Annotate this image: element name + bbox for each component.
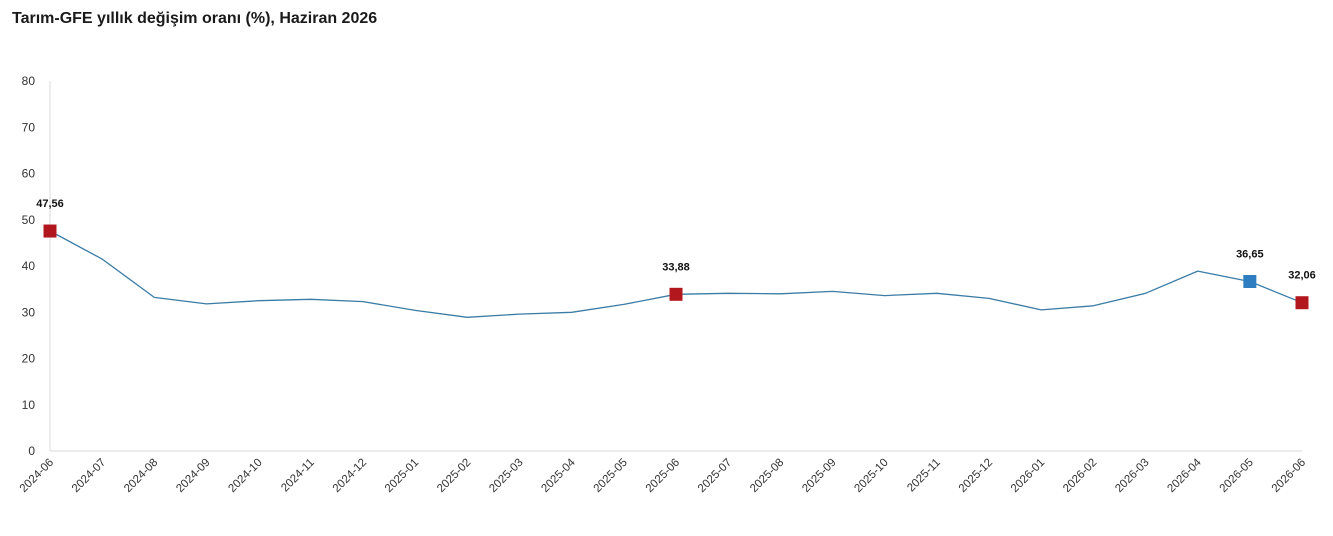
x-tick-label: 2025-02 bbox=[435, 457, 473, 495]
x-tick-label: 2025-07 bbox=[696, 457, 734, 495]
y-tick-label: 40 bbox=[22, 259, 36, 273]
data-label: 47,56 bbox=[36, 198, 64, 210]
data-label: 32,06 bbox=[1288, 270, 1316, 282]
highlight-marker bbox=[43, 224, 57, 238]
x-tick-label: 2025-06 bbox=[644, 457, 682, 495]
series-line bbox=[49, 230, 1303, 318]
series-layer bbox=[49, 230, 1303, 318]
x-tick-label: 2026-05 bbox=[1218, 457, 1256, 495]
highlight-marker bbox=[1243, 274, 1257, 288]
x-tick-label: 2025-08 bbox=[748, 457, 786, 495]
highlight-marker bbox=[1295, 296, 1309, 310]
x-tick-label: 2024-10 bbox=[226, 457, 264, 495]
x-tick-label: 2024-12 bbox=[331, 457, 369, 495]
x-tick-label: 2026-04 bbox=[1165, 456, 1204, 495]
axes bbox=[49, 81, 1302, 452]
x-tick-label: 2026-03 bbox=[1113, 457, 1151, 495]
y-tick-label: 60 bbox=[22, 167, 36, 181]
y-tick-label: 30 bbox=[22, 305, 36, 319]
x-tick-label: 2025-09 bbox=[800, 457, 838, 495]
x-tick-label: 2024-08 bbox=[122, 457, 160, 495]
y-tick-label: 80 bbox=[22, 74, 36, 88]
x-tick-label: 2024-07 bbox=[70, 457, 108, 495]
x-tick-label: 2025-05 bbox=[592, 457, 630, 495]
y-tick-label: 70 bbox=[22, 120, 36, 134]
y-tick-label: 0 bbox=[28, 444, 35, 458]
x-tick-label: 2026-02 bbox=[1061, 457, 1099, 495]
highlight-marker bbox=[669, 287, 683, 301]
x-tick-label: 2025-12 bbox=[957, 457, 995, 495]
x-tick-label: 2026-01 bbox=[1009, 457, 1047, 495]
tick-labels: 0 10 20 30 40 50 60 70 80 2024-06 2024-07 2024-08 20… bbox=[18, 74, 1308, 495]
x-tick-label: 2025-10 bbox=[852, 457, 890, 495]
x-tick-label: 2024-09 bbox=[174, 457, 212, 495]
y-tick-label: 50 bbox=[22, 213, 36, 227]
x-tick-label: 2025-03 bbox=[487, 457, 525, 495]
x-tick-label: 2024-06 bbox=[18, 457, 56, 495]
x-tick-label: 2026-06 bbox=[1270, 457, 1308, 495]
data-label: 33,88 bbox=[662, 261, 690, 273]
x-tick-label: 2025-11 bbox=[905, 457, 943, 495]
x-tick-label: 2025-04 bbox=[539, 456, 578, 495]
x-tick-label: 2025-01 bbox=[383, 457, 421, 495]
data-label: 36,65 bbox=[1236, 248, 1264, 260]
y-tick-label: 20 bbox=[22, 352, 36, 366]
highlight-markers: 47,56 33,88 36,65 32,06 bbox=[36, 198, 1316, 310]
x-tick-label: 2024-11 bbox=[279, 457, 317, 495]
chart-title: Tarım-GFE yıllık değişim oranı (%), Hazi… bbox=[12, 10, 378, 27]
y-tick-label: 10 bbox=[22, 398, 36, 412]
